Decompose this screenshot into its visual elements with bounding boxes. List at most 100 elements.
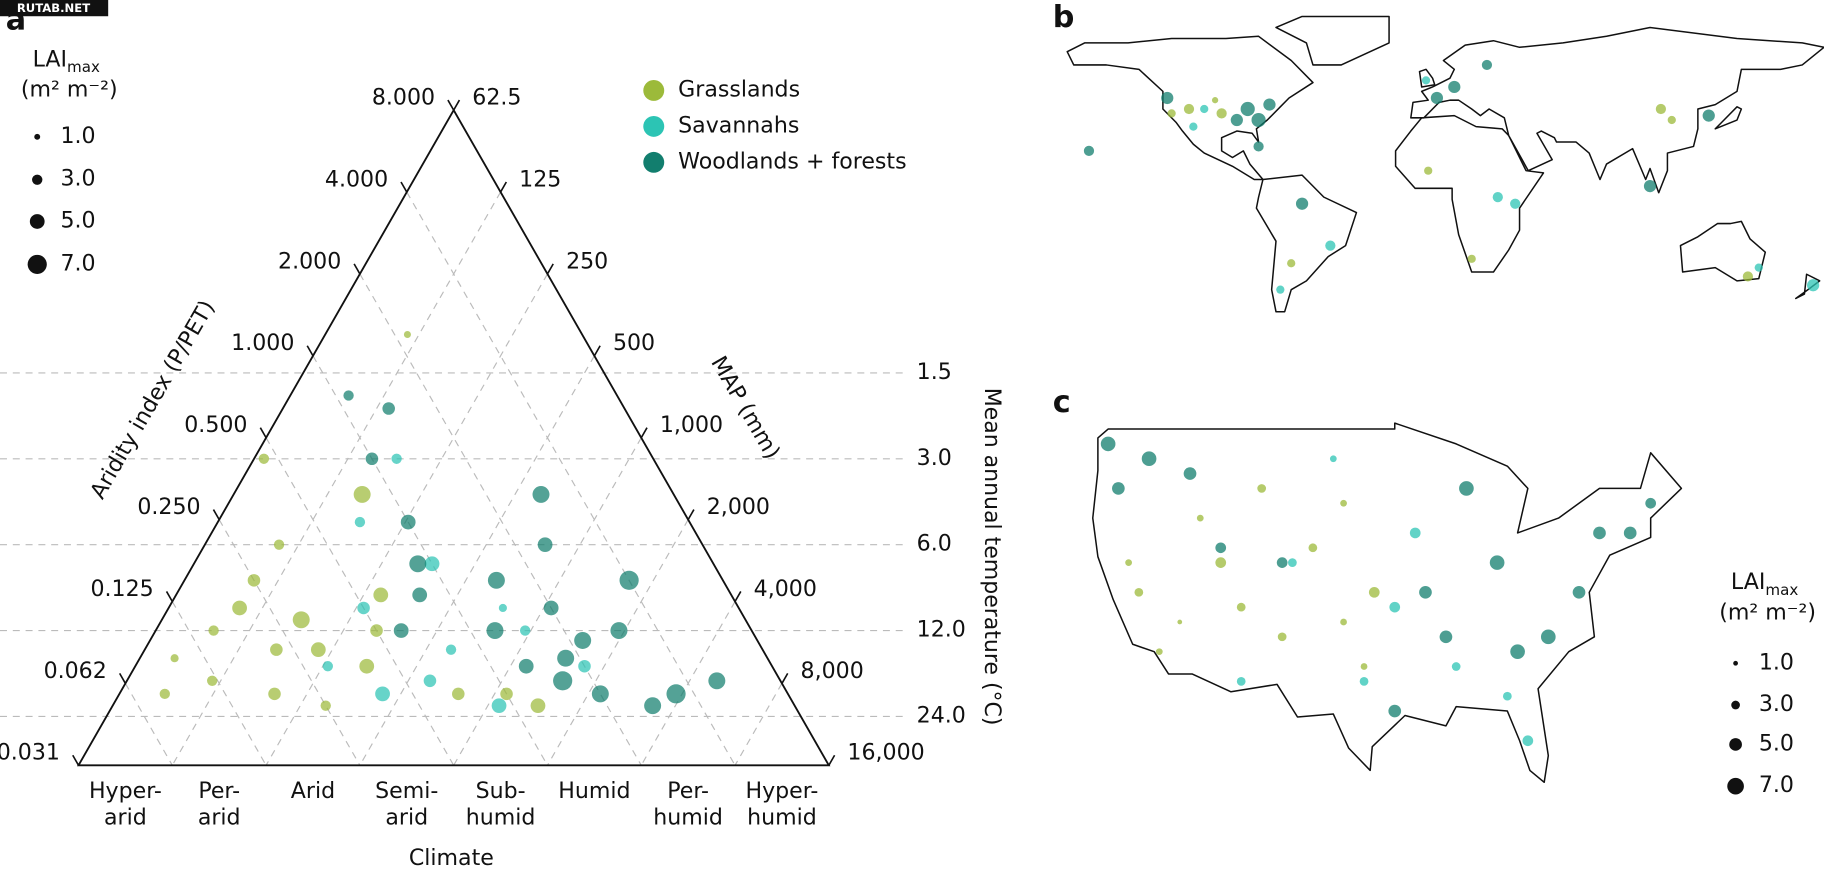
site-point bbox=[1409, 527, 1421, 539]
data-point bbox=[409, 555, 427, 573]
site-point bbox=[1492, 192, 1503, 203]
site-point bbox=[1155, 648, 1163, 656]
site-point bbox=[1263, 98, 1276, 111]
data-point bbox=[412, 587, 428, 603]
data-point bbox=[519, 625, 531, 636]
landmass bbox=[1679, 220, 1767, 282]
data-point bbox=[375, 686, 390, 702]
climate-class-label: Humid bbox=[558, 779, 630, 804]
data-point bbox=[644, 697, 662, 715]
site-point bbox=[1167, 109, 1176, 118]
data-point bbox=[491, 698, 507, 714]
site-point bbox=[1360, 663, 1368, 670]
size-legend-label: 1.0 bbox=[1759, 650, 1794, 675]
size-legend-label: 3.0 bbox=[1759, 692, 1794, 717]
site-point bbox=[1230, 113, 1243, 127]
tick-mark bbox=[452, 99, 461, 111]
site-point bbox=[1359, 677, 1369, 686]
data-point bbox=[518, 658, 534, 674]
data-point bbox=[292, 611, 310, 629]
landmass bbox=[1410, 26, 1824, 194]
data-point bbox=[247, 574, 261, 587]
data-point bbox=[359, 658, 375, 674]
site-point bbox=[1510, 644, 1525, 659]
data-point bbox=[320, 700, 331, 711]
site-point bbox=[1421, 76, 1431, 85]
data-point bbox=[610, 622, 628, 640]
aridity-tick-label: 0.250 bbox=[137, 495, 200, 520]
tick-mark bbox=[72, 754, 80, 766]
tick-mark bbox=[640, 427, 648, 439]
data-point bbox=[619, 570, 639, 590]
grid-line bbox=[640, 601, 736, 766]
site-point bbox=[1295, 197, 1309, 210]
size-legend-title: LAImax bbox=[33, 47, 100, 75]
site-point bbox=[1655, 103, 1667, 115]
landmass bbox=[1394, 114, 1545, 273]
site-point bbox=[1388, 704, 1402, 718]
map-tick-label: 62.5 bbox=[472, 86, 521, 111]
data-point bbox=[578, 659, 591, 673]
site-point bbox=[1189, 122, 1198, 131]
size-legend-title-main: LAI bbox=[33, 47, 67, 72]
site-point bbox=[1340, 499, 1347, 507]
size-legend-marker bbox=[32, 174, 43, 185]
site-point bbox=[1276, 557, 1288, 568]
triangle bbox=[76, 108, 831, 767]
map-tick-label: 250 bbox=[566, 249, 608, 274]
site-point bbox=[1215, 557, 1227, 568]
data-point bbox=[207, 675, 218, 686]
tick-mark bbox=[212, 509, 220, 521]
site-point bbox=[1215, 542, 1227, 554]
site-point bbox=[1100, 436, 1116, 452]
tick-mark bbox=[734, 591, 742, 602]
site-point bbox=[1288, 558, 1297, 567]
site-point bbox=[1308, 543, 1318, 553]
tick-mark bbox=[546, 263, 554, 275]
us-outline bbox=[1092, 422, 1683, 784]
data-point bbox=[208, 625, 219, 636]
site-point bbox=[1161, 91, 1174, 105]
tick-mark bbox=[353, 263, 361, 275]
aridity-tick-label: 4.000 bbox=[325, 167, 388, 192]
grid-line bbox=[546, 519, 689, 766]
site-point bbox=[1183, 103, 1195, 115]
grid-line bbox=[359, 355, 595, 766]
size-legend-marker bbox=[1731, 700, 1740, 710]
site-point bbox=[1424, 166, 1433, 175]
data-point bbox=[445, 644, 457, 655]
site-point bbox=[1340, 618, 1347, 626]
site-point bbox=[1236, 602, 1246, 612]
grid-line bbox=[218, 519, 361, 766]
data-point bbox=[424, 556, 440, 572]
site-point bbox=[1251, 112, 1266, 128]
tick-mark bbox=[593, 345, 601, 357]
data-point bbox=[354, 516, 366, 528]
legend-marker bbox=[643, 80, 665, 101]
legend-label: Grasslands bbox=[678, 77, 800, 102]
legend-marker bbox=[643, 115, 665, 137]
data-point bbox=[170, 654, 179, 663]
data-point bbox=[543, 600, 559, 616]
data-point bbox=[322, 661, 333, 672]
site-point bbox=[1236, 677, 1246, 686]
data-point bbox=[370, 624, 383, 637]
grid-line bbox=[406, 191, 736, 766]
size-legend-title: LAImax bbox=[1731, 570, 1798, 598]
temp-axis-title: Mean annual temperature (°C) bbox=[979, 388, 1004, 726]
site-point bbox=[1572, 585, 1586, 599]
aridity-tick-label: 2.000 bbox=[278, 249, 341, 274]
data-point bbox=[532, 485, 550, 503]
climate-class-label: Arid bbox=[291, 779, 335, 804]
size-legend-marker bbox=[1733, 660, 1738, 666]
data-point bbox=[357, 601, 370, 615]
panel-label: c bbox=[1053, 385, 1071, 420]
tick-mark bbox=[400, 181, 408, 193]
site-point bbox=[1287, 259, 1296, 268]
climate-class-label: arid bbox=[385, 806, 428, 831]
legend-label: Savannahs bbox=[678, 113, 799, 138]
climate-class-label: arid bbox=[198, 806, 241, 831]
map-axis-title: MAP (mm) bbox=[705, 352, 784, 464]
data-point bbox=[423, 674, 437, 688]
